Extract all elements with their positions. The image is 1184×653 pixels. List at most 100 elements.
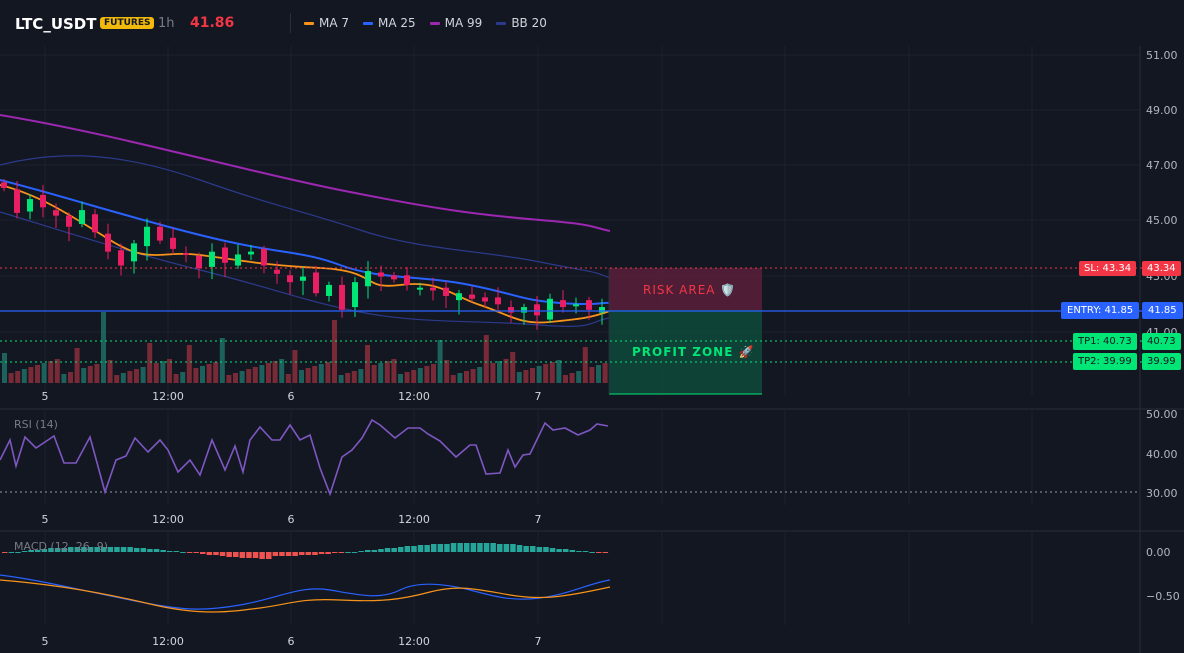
entry-label[interactable]: ENTRY: 41.85 <box>1061 302 1140 319</box>
macd-histogram-bar <box>147 549 153 552</box>
macd-histogram-bar <box>332 552 338 553</box>
legend-ma99[interactable]: MA 99 <box>429 16 482 30</box>
candle-body <box>326 284 332 296</box>
macd-histogram-bar <box>523 546 529 552</box>
candle-body <box>521 307 527 313</box>
macd-histogram-bar <box>477 543 483 552</box>
ma99-swatch <box>429 21 440 25</box>
volume-bar <box>530 368 535 383</box>
macd-histogram-bar <box>424 545 430 552</box>
macd-histogram-bar <box>569 550 576 552</box>
candle-body <box>378 272 384 277</box>
volume-bar <box>431 364 436 383</box>
volume-bar <box>490 363 496 383</box>
legend-ma7[interactable]: MA 7 <box>304 16 349 30</box>
volume-bar <box>127 371 133 383</box>
macd-histogram-bar <box>54 548 61 552</box>
ma99-line <box>0 114 611 232</box>
macd-histogram-bar <box>68 547 74 552</box>
volume-bar <box>54 359 60 383</box>
candle-body <box>287 275 293 283</box>
volume-bar <box>378 363 384 383</box>
volume-bar <box>543 364 549 383</box>
volume-bar <box>153 363 159 383</box>
tp2-label[interactable]: TP2: 39.99 <box>1073 353 1137 370</box>
ma25-swatch <box>363 21 374 25</box>
macd-histogram-bar <box>74 547 81 552</box>
bb-upper-line <box>0 155 611 279</box>
macd-histogram-bar <box>464 543 470 552</box>
rsi-pane <box>0 418 1140 497</box>
time-tick-label: 12:00 <box>152 513 184 526</box>
time-tick-label: 6 <box>288 513 295 526</box>
time-tick-label: 7 <box>535 635 542 648</box>
macd-histogram-bar <box>153 549 160 552</box>
candle-body <box>300 276 306 281</box>
candle-body <box>365 271 371 287</box>
volume-bar <box>457 373 463 383</box>
volume-bar <box>48 361 54 383</box>
legend-ma25-label: MA 25 <box>378 16 416 30</box>
symbol-name[interactable]: LTC_USDT <box>15 15 97 33</box>
volume-bar <box>358 369 364 383</box>
volume-bar <box>28 367 34 383</box>
volume-bar <box>569 373 575 383</box>
volume-bar <box>582 347 588 383</box>
volume-bar <box>239 371 245 383</box>
macd-histogram-bar <box>2 552 8 553</box>
candle-body <box>443 287 449 296</box>
volume-bar <box>285 374 291 383</box>
macd-histogram-bar <box>101 547 107 552</box>
volume-bar <box>602 363 608 383</box>
volume-bar <box>312 366 318 383</box>
candle-body <box>274 269 280 274</box>
candle-body <box>118 250 124 266</box>
tp1-label[interactable]: TP1: 40.73 <box>1073 333 1137 350</box>
macd-histogram-bar <box>497 544 503 552</box>
volume-bar <box>173 374 179 383</box>
volume-bars <box>2 312 608 383</box>
volume-bar <box>114 375 120 383</box>
sl-label[interactable]: SL: 43.34 <box>1079 261 1137 276</box>
time-tick-label: 5 <box>42 635 49 648</box>
bb-lower-line <box>0 211 611 327</box>
volume-bar <box>510 352 516 383</box>
macd-histogram-bar <box>239 552 246 558</box>
macd-histogram-bar <box>134 548 140 552</box>
legend-bb20[interactable]: BB 20 <box>496 16 547 30</box>
volume-bar <box>266 363 271 383</box>
volume-bar <box>167 359 172 383</box>
candle-body <box>196 255 202 269</box>
macd-histogram-bar <box>15 552 21 553</box>
entry-price-tag: 41.85 <box>1142 302 1183 319</box>
candle-body <box>404 275 410 285</box>
candle-body <box>430 287 436 291</box>
volume-bar <box>371 365 377 383</box>
macd-histogram-bar <box>272 552 279 556</box>
macd-histogram-bar <box>596 552 602 553</box>
volume-bar <box>134 369 139 383</box>
volume-bar <box>252 367 258 383</box>
volume-bar <box>536 366 542 383</box>
volume-bar <box>411 370 417 383</box>
macd-histogram-bar <box>411 546 417 552</box>
candle-body <box>339 284 345 310</box>
price-tick-label: 45.00 <box>1146 214 1178 227</box>
candle-body <box>482 297 488 302</box>
macd-histogram-bar <box>378 549 384 552</box>
volume-bar <box>589 367 595 383</box>
candle-body <box>313 272 319 294</box>
volume-bar <box>477 367 483 383</box>
legend-ma25[interactable]: MA 25 <box>363 16 416 30</box>
macd-histogram-bar <box>206 552 213 555</box>
tp1-price-tag: 40.73 <box>1142 333 1181 350</box>
macd-histogram-bar <box>457 543 463 552</box>
timeframe-label[interactable]: 1h <box>158 16 175 31</box>
candle-body <box>352 282 358 308</box>
time-tick-label: 12:00 <box>398 635 430 648</box>
candle-body <box>560 300 566 308</box>
macd-histogram-bar <box>186 552 193 553</box>
volume-bar <box>332 320 337 383</box>
